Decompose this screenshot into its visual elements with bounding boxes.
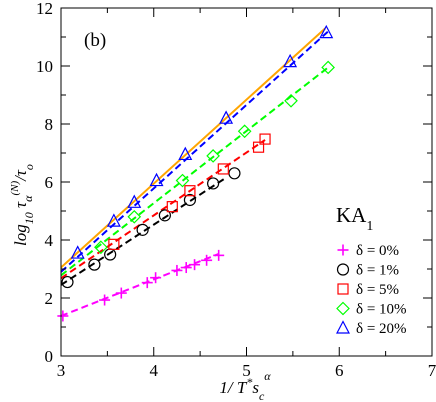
data-point <box>115 287 127 299</box>
legend-label: δ = 20% <box>356 321 407 337</box>
legend-marker <box>337 283 349 295</box>
data-point <box>171 264 183 276</box>
fit-line <box>60 65 331 277</box>
legend-marker <box>336 263 350 276</box>
plot-content <box>57 24 335 322</box>
legend-label: δ = 1% <box>356 263 399 279</box>
legend: KA1 δ = 0% δ = 1% δ = 5% δ = 10% δ = 20% <box>336 203 407 337</box>
panel-label: (b) <box>84 30 106 51</box>
x-tick-label: 4 <box>150 361 159 380</box>
legend-title: KA1 <box>336 203 373 234</box>
data-point <box>183 193 197 207</box>
data-point <box>108 238 120 250</box>
reference-line <box>60 27 327 269</box>
data-point <box>136 223 149 236</box>
axes: 3 4 5 6 7 0 2 4 6 8 10 12 <box>36 0 436 380</box>
data-point <box>158 209 171 222</box>
data-point <box>178 146 193 161</box>
x-tick-label: 6 <box>335 361 344 380</box>
data-point <box>319 24 334 39</box>
data-point <box>219 110 234 124</box>
y-tick-label: 2 <box>45 289 54 308</box>
legend-label: δ = 0% <box>356 243 399 259</box>
fit-line <box>60 139 266 280</box>
fit-line <box>60 252 220 317</box>
x-tick-label: 7 <box>428 361 436 380</box>
data-point <box>213 249 225 261</box>
y-tick-label: 4 <box>45 231 54 250</box>
legend-marker <box>337 244 349 256</box>
data-point <box>237 124 252 139</box>
y-tick-label: 12 <box>36 0 53 18</box>
data-point <box>184 185 196 197</box>
data-point <box>206 149 220 163</box>
data-point <box>201 254 213 266</box>
y-tick-label: 0 <box>45 347 54 366</box>
data-point <box>70 245 85 259</box>
data-point <box>61 275 74 289</box>
data-point <box>127 209 142 224</box>
data-point <box>259 133 271 145</box>
legend-entries: δ = 0% δ = 1% δ = 5% δ = 10% δ = 20% <box>336 243 407 337</box>
y-tick-label: 8 <box>45 115 54 134</box>
y-tick-label: 10 <box>36 57 53 76</box>
data-point <box>149 172 164 187</box>
data-point <box>166 201 178 213</box>
data-point <box>284 93 298 108</box>
data-point <box>207 177 220 190</box>
data-point <box>180 262 192 274</box>
legend-marker <box>336 301 350 316</box>
data-point <box>99 294 111 306</box>
data-point <box>175 173 190 188</box>
legend-marker <box>336 320 350 334</box>
fit-line <box>60 29 331 273</box>
data-point <box>228 167 241 180</box>
data-point <box>141 277 153 289</box>
data-point <box>252 141 265 153</box>
data-point <box>150 272 162 284</box>
data-point <box>127 194 142 208</box>
data-point <box>106 213 121 227</box>
data-point <box>189 259 201 271</box>
data-point <box>321 60 335 75</box>
x-tick-label: 5 <box>242 361 251 380</box>
data-point <box>57 310 69 322</box>
legend-label: δ = 5% <box>356 282 399 298</box>
x-tick-label: 3 <box>57 361 66 380</box>
data-point <box>88 258 101 271</box>
y-tick-label: 6 <box>45 173 54 192</box>
data-point <box>94 240 108 255</box>
data-point <box>217 163 229 175</box>
data-point <box>283 53 298 68</box>
legend-label: δ = 10% <box>356 302 407 318</box>
